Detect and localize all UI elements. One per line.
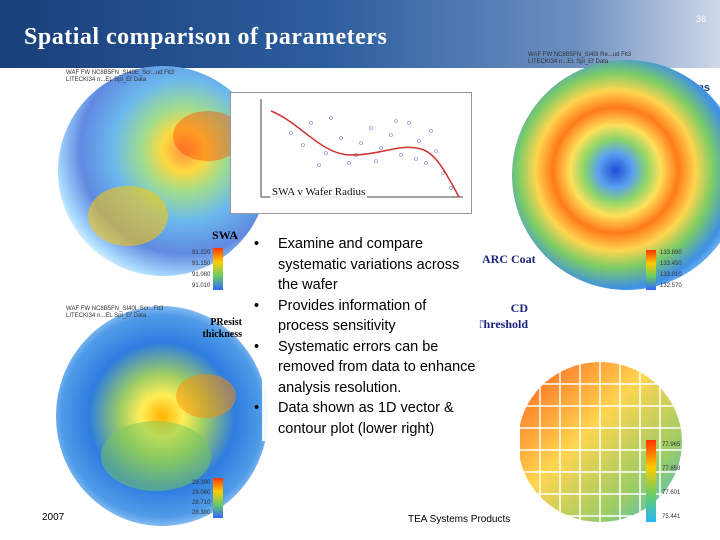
legend-left-value-0: 91.220 bbox=[192, 250, 211, 256]
bullet-dot: • bbox=[254, 338, 260, 355]
legend-right-bottom-value-1: 77.858 bbox=[662, 466, 681, 472]
bullet-text: Systematic errors can be removed from da… bbox=[278, 338, 476, 396]
plot-caption: SWA v Wafer Radius bbox=[270, 186, 368, 198]
legend-left-value-2: 91.080 bbox=[192, 272, 211, 278]
wafer-grid-svg bbox=[520, 362, 682, 522]
wafer-dot-pattern-2 bbox=[101, 374, 236, 491]
legend-left-bottom-value-1: 29.060 bbox=[192, 490, 211, 496]
wafer-label-top-left: WAF FW NC8B5FN_SI40E_Scr...ud Fit3 LITECK… bbox=[66, 70, 175, 83]
bullet-item: • Examine and compare systematic variati… bbox=[254, 234, 476, 296]
legend-right-top-value-2: 133.010 bbox=[660, 272, 682, 278]
legend-bar-right-top bbox=[646, 250, 656, 290]
bullet-dot: • bbox=[254, 400, 260, 416]
bullet-dot: • bbox=[254, 297, 260, 314]
bullet-item: • Provides information of process sensit… bbox=[254, 296, 476, 337]
legend-right-top-value-1: 133.450 bbox=[660, 261, 682, 267]
bullet-item: • Systematic errors can be removed from … bbox=[254, 337, 476, 399]
wafer-label-top-right: WAF FW NC8B5FN_SI40I Re...ud Fit3 LITECKI… bbox=[528, 52, 632, 65]
legend-bar-left bbox=[213, 248, 223, 290]
swa-radius-plot bbox=[230, 92, 472, 214]
bullet-item: • Data shown as 1D vector & contour plot… bbox=[254, 398, 476, 439]
slide-header: Spatial comparison of parameters 36 bbox=[0, 0, 720, 68]
bullet-text: Provides information of process sensitiv… bbox=[278, 297, 427, 335]
wafer-map-arc-coat bbox=[512, 60, 720, 290]
legend-right-bottom-value-3: 75.441 bbox=[662, 514, 681, 520]
bullet-dot: • bbox=[254, 236, 260, 252]
legend-left-value-3: 91.010 bbox=[192, 283, 211, 289]
legend-right-bottom-value-0: 77.965 bbox=[662, 442, 681, 448]
slide-title: Spatial comparison of parameters bbox=[24, 24, 388, 50]
label-cd-threshold: CD Threshold bbox=[475, 301, 528, 331]
legend-right-top-value-3: 132.570 bbox=[660, 283, 682, 289]
label-arc-coat: ARC Coat bbox=[482, 252, 536, 266]
bullet-text: Examine and compare systematic variation… bbox=[278, 236, 460, 293]
wafer-label-bottom-left: WAF FW NC8B5FN_SI40I_Scr...Fit3 LITECKI34… bbox=[66, 306, 164, 319]
wafer-map-presist bbox=[56, 306, 268, 526]
bullet-text: Data shown as 1D vector & contour plot (… bbox=[278, 400, 454, 437]
legend-left-bottom-value-0: 29.390 bbox=[192, 480, 211, 486]
legend-left-value-1: 91.150 bbox=[192, 261, 211, 267]
page-number: 36 bbox=[695, 14, 706, 24]
wafer-grid-cd-threshold bbox=[520, 362, 710, 532]
legend-bar-right-bottom bbox=[646, 440, 656, 522]
legend-bar-left-bottom bbox=[213, 478, 223, 518]
label-swa: SWA bbox=[212, 228, 239, 242]
bullet-list: • Examine and compare systematic variati… bbox=[254, 232, 480, 441]
legend-right-bottom-value-2: 77.601 bbox=[662, 490, 681, 496]
legend-right-top-value-0: 133.890 bbox=[660, 250, 682, 256]
legend-left-bottom-value-2: 28.710 bbox=[192, 500, 211, 506]
footer-brand: TEA Systems Products bbox=[408, 514, 511, 525]
footer-year: 2007 bbox=[42, 512, 65, 523]
legend-left-bottom-value-3: 28.380 bbox=[192, 510, 211, 516]
label-presist-thickness: PResist thickness bbox=[202, 317, 242, 340]
